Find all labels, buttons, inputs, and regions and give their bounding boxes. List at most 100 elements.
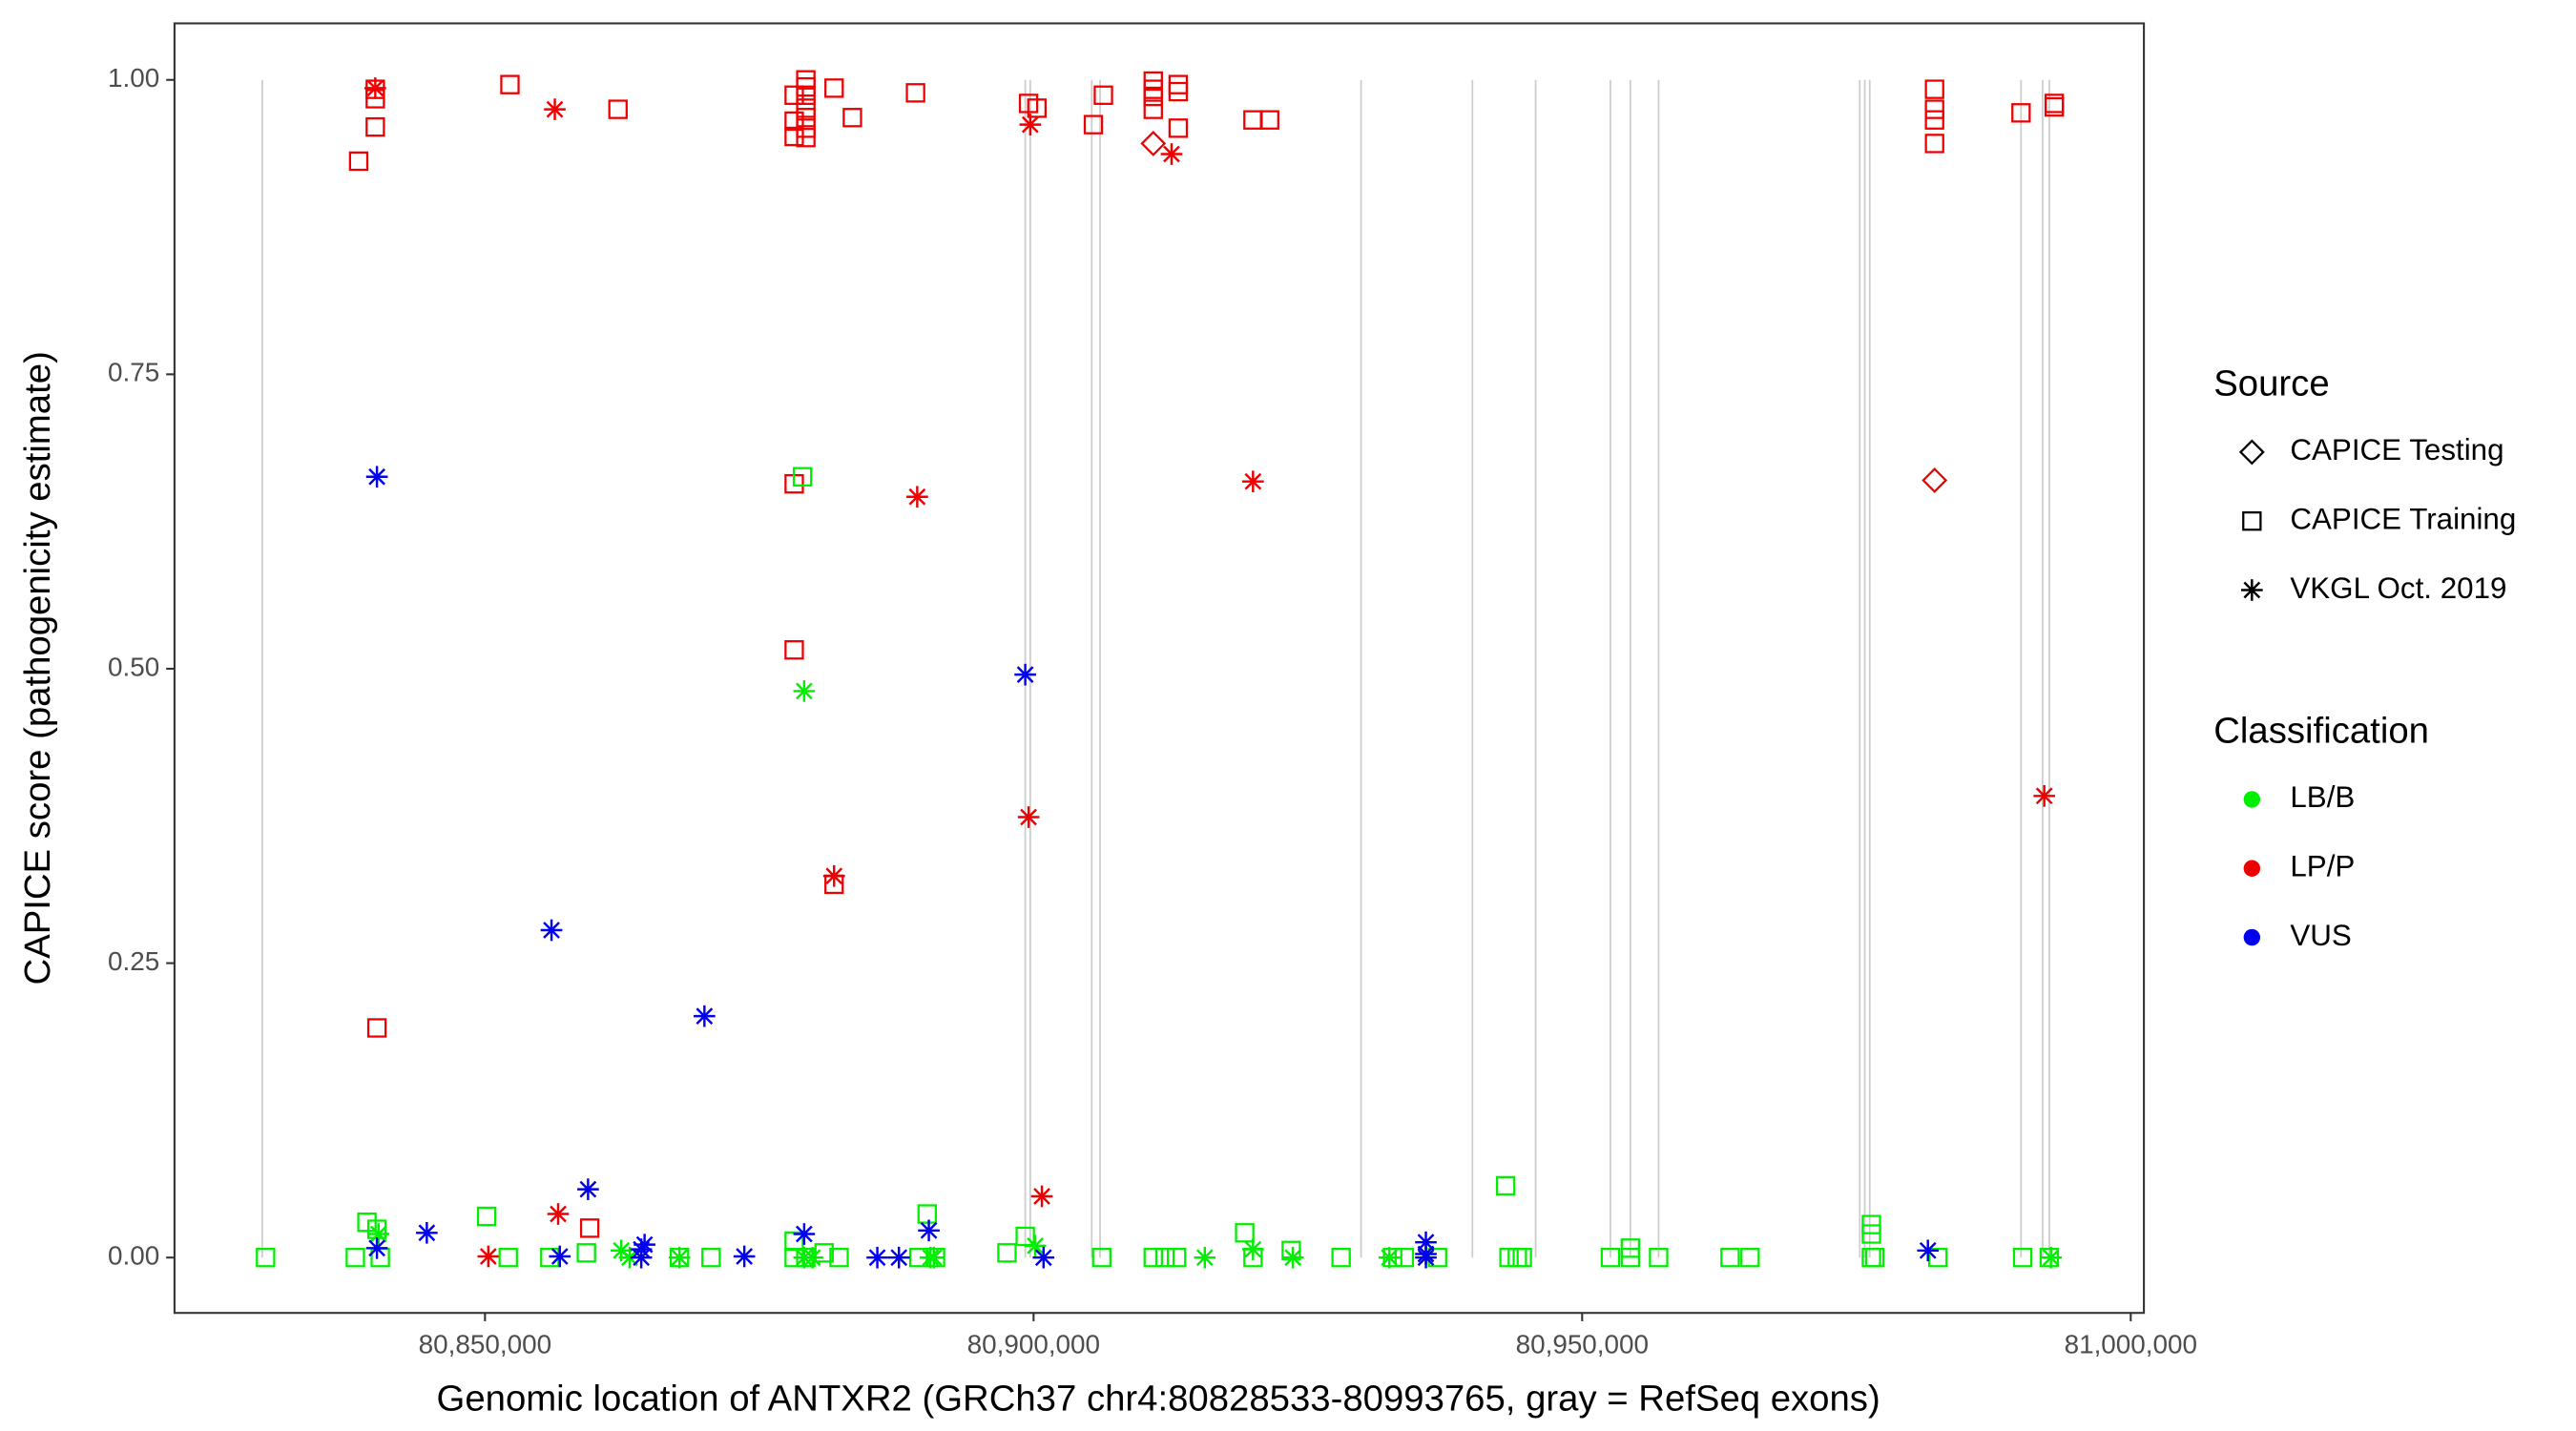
asterisk-stroke — [2035, 787, 2053, 805]
point-asterisk — [364, 77, 386, 99]
asterisk-stroke — [366, 79, 384, 97]
point-square — [824, 78, 844, 98]
asterisk-stroke — [479, 1248, 497, 1265]
asterisk-stroke — [1027, 1236, 1044, 1255]
point-square — [256, 1248, 276, 1268]
asterisk-stroke — [1417, 1249, 1435, 1267]
asterisk-stroke — [551, 1248, 569, 1265]
asterisk-stroke — [613, 1241, 631, 1259]
point-square — [1168, 81, 1189, 102]
asterisk-stroke — [1163, 145, 1180, 163]
legend-label: LB/B — [2290, 780, 2355, 814]
point-square — [576, 1243, 596, 1263]
point-square — [348, 151, 369, 172]
point-asterisk — [668, 1246, 691, 1269]
point-square — [1143, 1248, 1163, 1268]
point-square — [2012, 1248, 2033, 1268]
point-square — [842, 108, 862, 128]
point-asterisk — [801, 1246, 823, 1269]
asterisk-stroke — [635, 1235, 654, 1254]
y-tick-label: 1.00 — [108, 63, 159, 93]
legend-label: VUS — [2290, 919, 2351, 952]
asterisk-stroke — [368, 467, 385, 486]
point-square — [1143, 86, 1163, 107]
point-asterisk — [2033, 784, 2056, 807]
point-asterisk — [477, 1245, 500, 1268]
point-asterisk — [634, 1234, 655, 1255]
y-tick-label: 0.00 — [108, 1241, 159, 1271]
x-tick-label: 80,950,000 — [1516, 1329, 1649, 1358]
point-asterisk — [549, 1245, 571, 1268]
asterisk-stroke — [546, 100, 564, 118]
point-square — [701, 1248, 721, 1268]
point-square — [500, 74, 520, 94]
point-square — [784, 640, 804, 660]
x-tick-label: 80,850,000 — [419, 1329, 551, 1358]
point-diamond — [1140, 130, 1167, 156]
point-asterisk — [1917, 1239, 1940, 1262]
point-square — [917, 1204, 938, 1224]
asterisk-stroke — [2042, 1249, 2060, 1267]
point-asterisk — [547, 1203, 570, 1225]
asterisk-stroke — [920, 1221, 938, 1239]
y-tick-label: 0.25 — [108, 946, 159, 976]
y-tick-label: 0.75 — [108, 358, 159, 387]
asterisk-stroke — [418, 1224, 436, 1242]
point-square — [1235, 1223, 1255, 1243]
point-layer — [256, 70, 2065, 1269]
point-asterisk — [793, 1223, 816, 1245]
point-asterisk — [923, 1246, 945, 1269]
point-asterisk — [793, 680, 816, 702]
point-asterisk — [1024, 1234, 1047, 1257]
point-square — [1927, 1248, 1948, 1268]
asterisk-stroke — [796, 1225, 813, 1243]
x-tick-label: 81,000,000 — [2065, 1329, 2197, 1358]
point-asterisk — [918, 1219, 940, 1242]
asterisk-stroke — [1244, 1240, 1262, 1258]
asterisk-stroke — [1195, 1249, 1214, 1267]
asterisk-stroke — [736, 1248, 754, 1265]
point-asterisk — [733, 1245, 756, 1268]
asterisk-stroke — [368, 1239, 385, 1257]
point-square — [1166, 1248, 1187, 1268]
point-square — [1154, 1248, 1175, 1268]
point-square — [796, 108, 816, 128]
point-square — [579, 1218, 600, 1238]
legend-label: CAPICE Testing — [2290, 433, 2503, 467]
point-square — [829, 1248, 849, 1268]
point-square — [796, 85, 816, 105]
legend-label: CAPICE Training — [2290, 502, 2516, 535]
point-square — [1331, 1248, 1351, 1268]
point-asterisk — [1160, 143, 1183, 165]
point-asterisk — [1030, 1185, 1053, 1208]
point-asterisk — [1194, 1246, 1216, 1269]
y-tick-label: 0.50 — [108, 652, 159, 681]
point-asterisk — [540, 919, 563, 942]
point-asterisk — [1019, 114, 1042, 135]
legend-label: VKGL Oct. 2019 — [2290, 571, 2506, 605]
point-asterisk — [577, 1178, 599, 1200]
point-asterisk — [866, 1246, 888, 1269]
point-asterisk — [630, 1246, 653, 1269]
asterisk-stroke — [868, 1249, 886, 1267]
asterisk-stroke — [369, 1225, 387, 1243]
point-asterisk — [694, 1005, 716, 1027]
asterisk-stroke — [1381, 1249, 1399, 1267]
asterisk-stroke — [908, 487, 926, 506]
point-square — [1924, 79, 1944, 99]
point-square — [1620, 1248, 1641, 1268]
point-square — [2044, 96, 2065, 117]
point-asterisk — [1017, 806, 1040, 828]
exon-layer — [261, 79, 2050, 1258]
point-square — [1143, 99, 1163, 119]
point-asterisk — [1415, 1246, 1437, 1269]
point-asterisk — [1241, 1238, 1264, 1260]
point-square — [1740, 1248, 1760, 1268]
x-tick-label: 80,900,000 — [967, 1329, 1100, 1358]
point-square — [357, 1212, 377, 1233]
point-asterisk — [544, 98, 566, 120]
point-asterisk — [906, 486, 928, 508]
